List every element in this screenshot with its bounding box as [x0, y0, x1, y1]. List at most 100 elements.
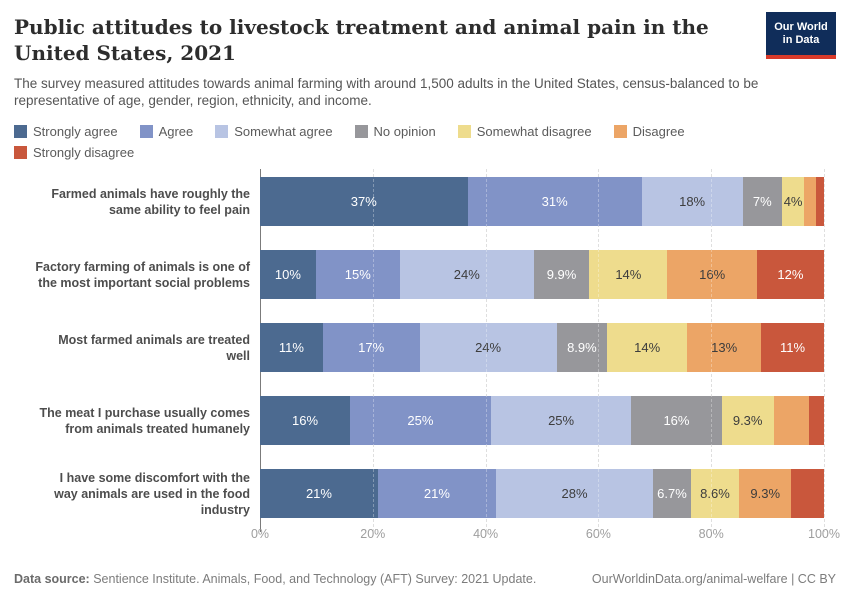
- bar-segment-disagree[interactable]: [773, 396, 809, 445]
- bar-segment-strongly-agree[interactable]: 37%: [260, 177, 468, 226]
- legend-label: Agree: [158, 124, 194, 139]
- bar-segment-no-opinion[interactable]: 7%: [742, 177, 782, 226]
- bar-segment-value: 9.3%: [732, 413, 763, 428]
- bar-segment-somewhat-disagree[interactable]: 9.3%: [721, 396, 774, 445]
- data-source-label: Data source:: [14, 572, 90, 586]
- bar-segment-agree[interactable]: 21%: [377, 469, 496, 518]
- bar-segment-no-opinion[interactable]: 9.9%: [533, 250, 590, 299]
- bar-segment-somewhat-disagree[interactable]: 14%: [607, 323, 688, 372]
- bar-segment-value: 14%: [634, 340, 661, 355]
- bar-segment-value: 15%: [344, 267, 371, 282]
- bar-segment-somewhat-disagree[interactable]: 4%: [781, 177, 805, 226]
- bar-segment-strongly-disagree[interactable]: 11%: [761, 323, 824, 372]
- bar-segment-value: 31%: [541, 194, 568, 209]
- legend-swatch: [14, 146, 27, 159]
- bar-segment-strongly-disagree[interactable]: [791, 469, 824, 518]
- bar-segment-agree[interactable]: 31%: [467, 177, 642, 226]
- bar-segment-strongly-disagree[interactable]: [808, 396, 824, 445]
- owid-credit-link[interactable]: OurWorldinData.org/animal-welfare | CC B…: [591, 572, 836, 586]
- bar-segment-value: 21%: [423, 486, 450, 501]
- owid-logo: Our World in Data: [766, 12, 836, 59]
- bar-segment-disagree[interactable]: [804, 177, 816, 226]
- legend-item-somewhat-agree: Somewhat agree: [215, 124, 333, 139]
- bar-segment-value: 16%: [292, 413, 319, 428]
- chart-row: Farmed animals have roughly the same abi…: [14, 177, 824, 226]
- row-label: Factory farming of animals is one of the…: [35, 259, 250, 290]
- bar-segment-somewhat-agree[interactable]: 24%: [399, 250, 534, 299]
- stacked-bar: 21% 21% 28% 6.7% 8.6% 9.3%: [260, 469, 824, 518]
- chart-row: Most farmed animals are treated well 11% 1…: [14, 323, 824, 372]
- legend-swatch: [354, 125, 368, 138]
- owid-logo-line2: in Data: [782, 33, 820, 46]
- chart-rows: Farmed animals have roughly the same abi…: [14, 177, 824, 518]
- legend-label: No opinion: [373, 124, 436, 139]
- gridline-overlay: [824, 169, 825, 532]
- x-axis-tick-label: 80%: [698, 527, 724, 541]
- bar-segment-agree[interactable]: 15%: [315, 250, 400, 299]
- footer: Data source: Sentience Institute. Animal…: [14, 572, 836, 588]
- legend-swatch: [139, 125, 153, 138]
- bar-segment-value: 10%: [274, 267, 301, 282]
- bar-segment-value: 16%: [663, 413, 690, 428]
- bar-segment-value: 24%: [453, 267, 480, 282]
- bar-segment-disagree[interactable]: 9.3%: [739, 469, 792, 518]
- bar-segment-value: 9.3%: [750, 486, 781, 501]
- bar-segment-value: 14%: [615, 267, 642, 282]
- bar-segment-value: 13%: [711, 340, 738, 355]
- x-axis-tick-label: 0%: [250, 527, 270, 541]
- bar-segment-value: 7%: [752, 194, 772, 209]
- stacked-bar: 16% 25% 25% 16% 9.3%: [260, 396, 824, 445]
- bar-segment-agree[interactable]: 17%: [322, 323, 420, 372]
- chart-row: Factory farming of animals is one of the…: [14, 250, 824, 299]
- x-axis-tick-label: 60%: [585, 527, 611, 541]
- bar-segment-strongly-agree[interactable]: 21%: [260, 469, 378, 518]
- row-label: I have some discomfort with the way anim…: [54, 470, 250, 517]
- bar-segment-no-opinion[interactable]: 6.7%: [653, 469, 691, 518]
- x-axis-tick-label: 100%: [808, 527, 840, 541]
- bar-segment-strongly-agree[interactable]: 11%: [260, 323, 323, 372]
- x-axis: 0% 20% 40% 60% 80% 100%: [251, 527, 840, 543]
- bar-segment-value: 12%: [777, 267, 804, 282]
- bar-segment-somewhat-agree[interactable]: 25%: [490, 396, 632, 445]
- legend-item-strongly-disagree: Strongly disagree: [14, 145, 134, 160]
- x-axis-tick-label: 20%: [360, 527, 386, 541]
- bar-segment-value: 16%: [699, 267, 726, 282]
- bar-segment-value: 4%: [783, 194, 803, 209]
- bar-segment-somewhat-agree[interactable]: 18%: [641, 177, 743, 226]
- legend-item-somewhat-disagree: Somewhat disagree: [457, 124, 592, 139]
- data-source-text: Sentience Institute. Animals, Food, and …: [93, 572, 537, 586]
- bar-segment-strongly-agree[interactable]: 16%: [260, 396, 351, 445]
- legend-label: Strongly agree: [33, 124, 118, 139]
- bar-segment-disagree[interactable]: 13%: [687, 323, 762, 372]
- data-source-note: Data source: Sentience Institute. Animal…: [14, 572, 536, 586]
- bar-segment-value: 25%: [407, 413, 434, 428]
- stacked-bar: 10% 15% 24% 9.9% 14% 16% 12%: [260, 250, 824, 299]
- bar-segment-somewhat-agree[interactable]: 24%: [419, 323, 557, 372]
- legend-item-strongly-agree: Strongly agree: [14, 124, 118, 139]
- bar-segment-value: 18%: [679, 194, 706, 209]
- row-label: Farmed animals have roughly the same abi…: [51, 186, 250, 217]
- bar-segment-somewhat-disagree[interactable]: 14%: [589, 250, 668, 299]
- chart-row: The meat I purchase usually comes from a…: [14, 396, 824, 445]
- bar-segment-value: 9.9%: [546, 267, 577, 282]
- bar-segment-no-opinion[interactable]: 8.9%: [556, 323, 608, 372]
- bar-segment-value: 37%: [350, 194, 377, 209]
- chart-subtitle: The survey measured attitudes towards an…: [14, 76, 759, 108]
- bar-segment-disagree[interactable]: 16%: [667, 250, 757, 299]
- bar-segment-no-opinion[interactable]: 16%: [631, 396, 722, 445]
- bar-segment-somewhat-agree[interactable]: 28%: [495, 469, 654, 518]
- legend-swatch: [14, 125, 27, 138]
- bar-segment-strongly-disagree[interactable]: 12%: [756, 250, 824, 299]
- bar-segment-somewhat-disagree[interactable]: 8.6%: [690, 469, 740, 518]
- bar-segment-agree[interactable]: 25%: [350, 396, 491, 445]
- bar-segment-value: 25%: [548, 413, 575, 428]
- legend-item-disagree: Disagree: [613, 124, 685, 139]
- bar-segment-strongly-disagree[interactable]: [815, 177, 824, 226]
- bar-segment-strongly-agree[interactable]: 10%: [260, 250, 316, 299]
- legend-swatch: [457, 125, 471, 138]
- bar-segment-value: 24%: [475, 340, 502, 355]
- bar-segment-value: 8.9%: [567, 340, 597, 355]
- stacked-bar: 37% 31% 18% 7% 4%: [260, 177, 824, 226]
- row-label: The meat I purchase usually comes from a…: [39, 405, 251, 436]
